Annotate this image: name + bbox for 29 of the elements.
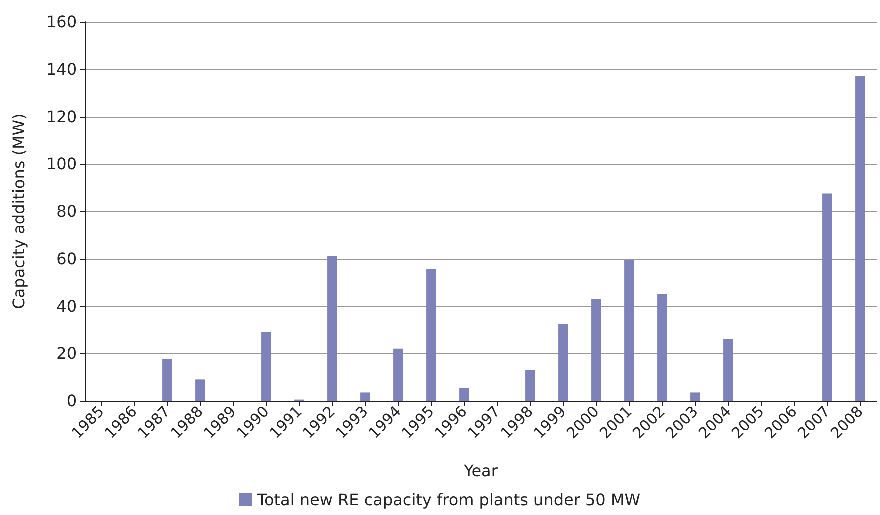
bar — [328, 256, 338, 401]
bar — [426, 270, 436, 401]
y-tick-label: 60 — [56, 249, 77, 268]
x-axis-title: Year — [463, 462, 498, 480]
y-axis-title: Capacity additions (MW) — [10, 114, 28, 310]
bar — [196, 380, 206, 401]
bar — [558, 324, 568, 401]
bar — [394, 348, 404, 401]
y-tick-label: 40 — [56, 296, 77, 316]
bar — [592, 299, 602, 401]
bar — [690, 392, 700, 401]
y-tick-label: 160 — [46, 12, 77, 32]
bar — [162, 360, 172, 401]
y-tick-label: 120 — [46, 107, 77, 126]
bar — [460, 388, 470, 401]
y-tick-label: 80 — [56, 202, 77, 221]
bar — [262, 332, 272, 401]
bar — [526, 370, 536, 401]
bar — [658, 294, 668, 401]
bar — [856, 76, 866, 401]
bar — [360, 392, 370, 401]
legend-label: Total new RE capacity from plants under 50 MW — [256, 490, 641, 510]
y-tick-label: 20 — [56, 344, 77, 364]
y-tick-label: 100 — [46, 154, 77, 174]
y-tick-label: 0 — [66, 392, 77, 410]
bar — [724, 339, 734, 401]
bar — [624, 260, 634, 401]
y-tick-label: 140 — [46, 60, 77, 79]
bar — [822, 194, 832, 401]
